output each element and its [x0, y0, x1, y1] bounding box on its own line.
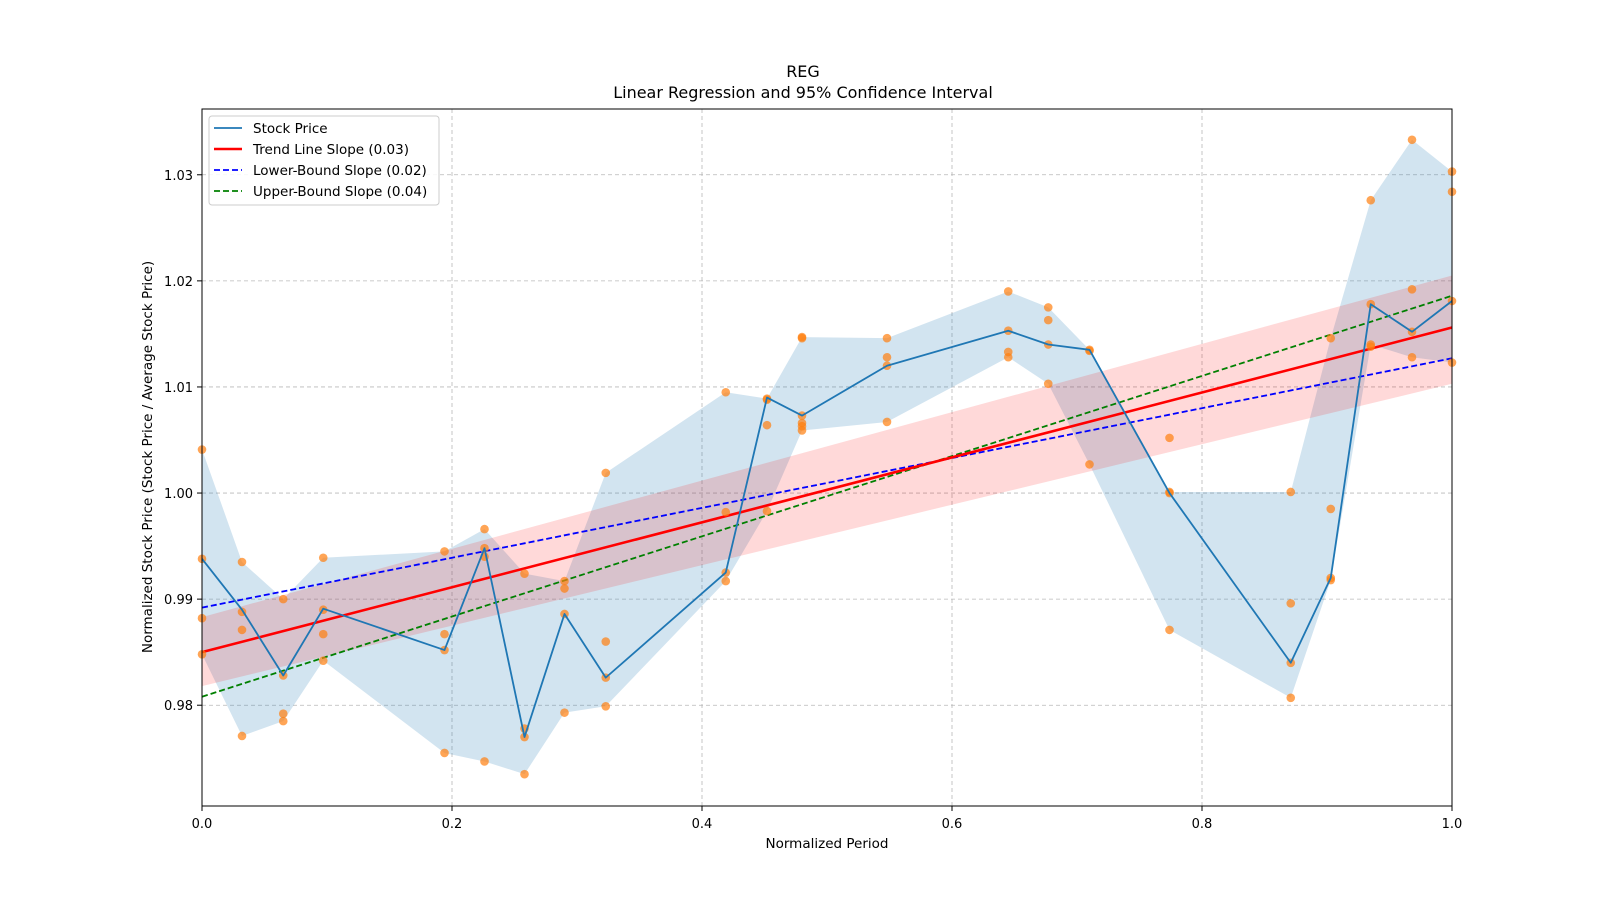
price-range-area	[202, 139, 1452, 775]
x-tick-label-3: 0.6	[942, 817, 963, 832]
x-tick-label-1: 0.2	[442, 817, 463, 832]
scatter-point-81	[1407, 135, 1417, 145]
scatter-point-31	[560, 708, 569, 717]
scatter-point-14	[318, 629, 328, 639]
scatter-point-73	[1326, 333, 1336, 343]
scatter-point-35	[601, 701, 611, 711]
x-axis-ticks: 0.0 0.2 0.4 0.6 0.8 1.0	[192, 806, 1463, 832]
scatter-point-50	[882, 333, 892, 343]
y-tick-label-4: 1.02	[164, 275, 193, 290]
y-axis-ticks: 0.98 0.99 1.00 1.01 1.02 1.03	[164, 169, 202, 714]
stock-price-line-group	[201, 300, 1453, 738]
scatter-point-7	[237, 731, 247, 741]
legend: Stock Price Trend Line Slope (0.03) Lowe…	[208, 115, 440, 206]
scatter-point-29	[560, 584, 569, 593]
chart-subtitle: Linear Regression and 95% Confidence Int…	[613, 83, 993, 102]
y-tick-label-1: 0.99	[164, 593, 193, 608]
x-tick-label-2: 0.4	[692, 817, 713, 832]
legend-label-lower-bound: Lower-Bound Slope (0.02)	[253, 163, 427, 179]
plot-frame	[201, 108, 1453, 807]
scatter-point-19	[440, 748, 449, 758]
scatter-point-4	[237, 557, 247, 567]
scatter-point-43	[762, 506, 772, 516]
scatter-point-65	[1165, 433, 1174, 443]
scatter-point-12	[318, 553, 328, 563]
scatter-point-58	[1043, 303, 1053, 312]
y-tick-label-5: 1.03	[164, 169, 193, 184]
scatter-point-53	[882, 417, 892, 427]
y-tick-label-0: 0.98	[164, 699, 193, 714]
scatter-point-28	[560, 576, 569, 586]
chart-title: REG	[786, 62, 820, 81]
scatter-point-32	[601, 468, 611, 478]
trend-line-group	[201, 326, 1453, 654]
scatter-point-36	[721, 387, 731, 397]
y-tick-label-2: 1.00	[164, 487, 193, 502]
scatter-point-45	[797, 333, 807, 343]
scatter-point-57	[1003, 352, 1013, 362]
x-tick-label-5: 1.0	[1442, 817, 1463, 832]
scatter-point-17	[440, 629, 449, 639]
scatter-points	[197, 135, 1457, 779]
scatter-point-33	[601, 637, 611, 646]
scatter-point-15	[318, 656, 328, 665]
scatter-point-82	[1407, 285, 1417, 294]
grid	[201, 109, 1453, 806]
scatter-point-54	[1003, 287, 1013, 296]
legend-label-stock-price: Stock Price	[253, 121, 328, 137]
x-tick-label-4: 0.8	[1192, 817, 1213, 832]
scatter-point-37	[721, 507, 731, 517]
legend-box	[208, 115, 440, 206]
scatter-point-23	[480, 757, 489, 766]
scatter-point-27	[520, 769, 529, 779]
scatter-point-80	[1366, 342, 1376, 351]
scatter-point-49	[797, 426, 807, 435]
scatter-point-77	[1366, 195, 1376, 205]
scatter-point-61	[1043, 379, 1053, 389]
upper-bound-line	[201, 294, 1453, 698]
bound-lines	[201, 294, 1453, 698]
scatter-point-84	[1407, 352, 1417, 362]
scatter-point-11	[278, 716, 288, 726]
scatter-point-69	[1286, 487, 1296, 497]
scatter-point-24	[520, 569, 529, 578]
trend-line	[201, 326, 1453, 654]
scatter-point-59	[1043, 315, 1053, 325]
scatter-point-20	[480, 524, 489, 534]
scatter-point-42	[762, 420, 772, 430]
trend-confidence-area	[202, 275, 1452, 687]
y-tick-label-3: 1.01	[164, 381, 193, 396]
legend-label-upper-bound: Upper-Bound Slope (0.04)	[253, 184, 427, 200]
scatter-point-68	[1165, 625, 1174, 635]
scatter-point-70	[1286, 599, 1296, 608]
x-tick-label-0: 0.0	[192, 817, 213, 832]
scatter-point-10	[278, 709, 288, 719]
lower-bound-line	[201, 357, 1453, 609]
scatter-point-72	[1286, 693, 1296, 703]
y-axis-label: Normalized Stock Price (Stock Price / Av…	[140, 261, 156, 653]
scatter-point-51	[882, 352, 892, 362]
scatter-point-6	[237, 625, 247, 635]
price-range-band	[202, 139, 1452, 775]
scatter-point-16	[440, 547, 449, 556]
stock-price-line	[201, 300, 1453, 738]
x-axis-label: Normalized Period	[766, 836, 889, 852]
scatter-point-64	[1085, 460, 1094, 469]
trend-confidence-band	[202, 275, 1452, 687]
legend-label-trend-line: Trend Line Slope (0.03)	[252, 142, 409, 158]
scatter-point-74	[1326, 504, 1336, 514]
scatter-point-8	[278, 594, 288, 604]
scatter-point-39	[721, 576, 731, 586]
